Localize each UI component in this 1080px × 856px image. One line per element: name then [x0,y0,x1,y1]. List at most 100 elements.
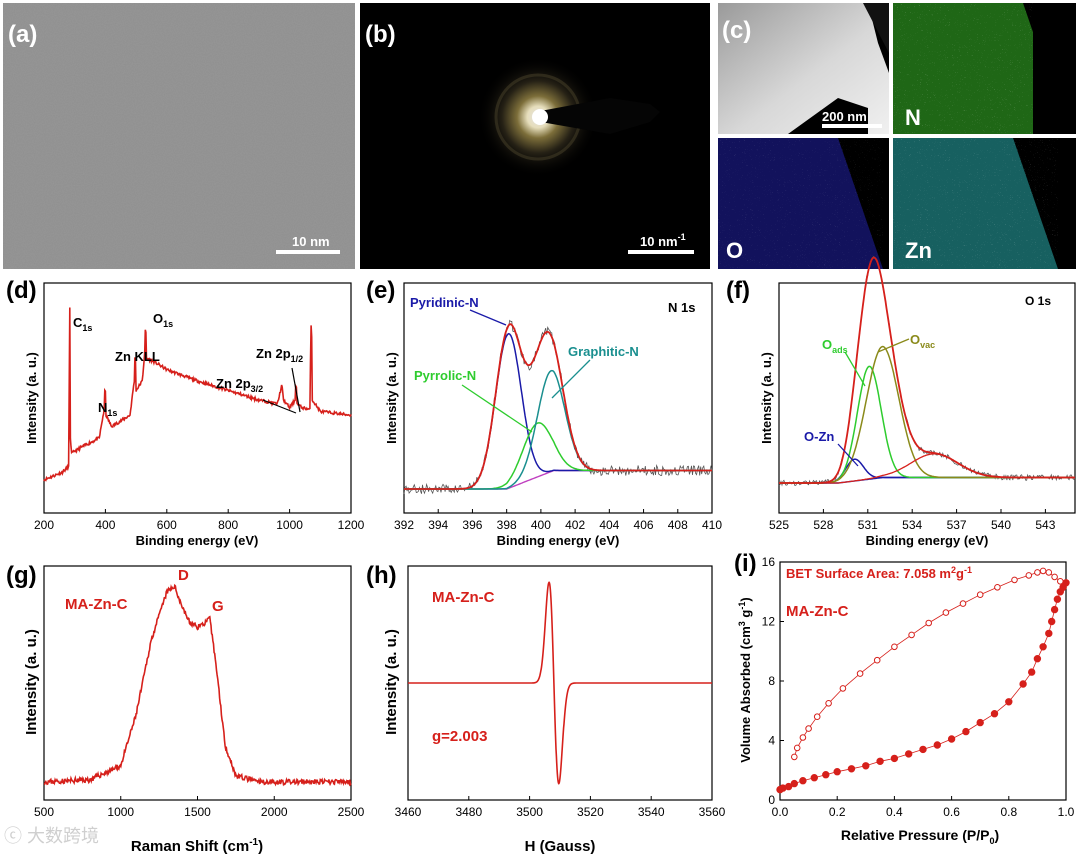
xlabel-h: H (Gauss) [525,838,596,855]
xtick-label: 3560 [699,805,726,819]
ylabel-i: Volume Absorbed (cm3 g-1) [737,597,753,762]
xticks-d: 200 400 600 800 1000 1200 [34,509,365,532]
ylabel-i-close: ) [738,597,753,601]
sample-label-g: MA-Zn-C [65,596,128,613]
isotherm-point-adsorption [1048,617,1056,626]
isotherm-point-adsorption [784,782,793,791]
isotherm-point-desorption [942,609,950,616]
component-ozn [779,458,1075,484]
raw-data-e [403,319,713,495]
ovac-main: O [910,332,920,347]
isotherm-point-adsorption [833,768,841,776]
xtick-label: 404 [599,518,619,532]
xticks-h: 3460 3480 3500 3520 3540 3560 [395,796,726,819]
haadf-image [718,3,889,134]
isotherm-point-adsorption [862,762,870,770]
g-value: g=2.003 [432,728,487,745]
xtick-label: 402 [565,518,585,532]
xtick-label: 3500 [516,805,543,819]
panel-f: (f) 525 528 531 534 537 540 543 Binding energy… [726,255,1076,548]
ylabel-i-sup1: 3 [737,621,747,626]
xlabel-g-sup: -1 [249,837,258,848]
ovac-sub: vac [920,340,935,350]
isotherm-point-desorption [891,643,898,651]
isotherm-point-desorption [873,656,881,664]
panel-c: (c) 200 nm N O Zn [718,3,1076,269]
band-g: G [212,598,224,615]
panel-label-g: (g) [6,562,37,589]
isotherm-point-adsorption [1039,643,1047,651]
bet-area: BET Surface Area: 7.058 m2g-1 [786,565,972,581]
component-oads [779,365,1075,484]
isotherm-point-adsorption [990,710,999,718]
title-f: O 1s [1025,294,1051,308]
isotherm-point-adsorption [799,777,807,785]
bet-sup2: -1 [964,565,972,575]
bet-unit: g [956,566,964,581]
ylabel-i-sup2: -1 [737,602,747,610]
zn2p32-sub: 3/2 [251,384,264,394]
isotherm-point-desorption [994,584,1001,591]
xtick-label: 408 [668,518,688,532]
map-n: N [893,3,1076,134]
map-o: O [718,138,889,269]
panel-label-c: (c) [722,17,751,44]
component-satellite [779,453,1075,484]
isotherm-point-desorption [793,744,801,752]
ytick-label: 4 [768,734,775,748]
isotherm-point-adsorption [933,741,941,749]
panel-label-i: (i) [734,550,757,577]
envelope-e [404,323,712,490]
axes-frame-f [778,282,1076,514]
isotherm-point-adsorption [790,779,798,788]
beam-stopper [535,98,660,134]
isotherm-point-adsorption [822,771,830,779]
ytick-label: 12 [762,615,776,629]
xticks-f: 525 528 531 534 537 540 543 [769,509,1056,532]
panel-label-f: (f) [726,277,750,304]
xlabel-d: Binding energy (eV) [136,533,259,548]
panel-d: (d) 200 400 600 800 1000 1200 Binding energy … [6,277,365,548]
o1s-main: O [153,311,163,326]
band-d: D [178,567,189,584]
label-ozn: O-Zn [804,429,834,444]
scale-label-b: 10 nm-1 [640,232,686,249]
c1s-sub: 1s [82,323,92,333]
scale-label-c: 200 nm [822,109,867,124]
isotherm-point-adsorption [1005,698,1013,706]
isotherm-point-desorption [1011,576,1018,584]
zn2p12-main: Zn 2p [256,346,291,361]
xtick-label: 410 [702,518,722,532]
arrow-zn2p32 [262,399,297,414]
axes-frame-e [403,282,713,514]
isotherm-point-adsorption [1050,605,1059,614]
scale-label-a: 10 nm [292,234,330,249]
label-pyridinic: Pyridinic-N [410,295,479,310]
panel-h: (h) 3460 3480 3500 3520 3540 3560 H (Gauss) I… [366,562,726,855]
xtick-label: 0.4 [886,805,903,819]
scale-b-sup: -1 [678,232,686,242]
envelope-f [779,256,1075,484]
axes-frame-d [43,282,352,514]
map-label-zn: Zn [905,238,932,263]
xtick-label: 0.6 [943,805,960,819]
xtick-label: 1000 [276,518,303,532]
xtick-label: 2000 [261,805,288,819]
xticks-g: 500 1000 1500 2000 2500 [34,796,365,819]
xticks-e: 392 394 396 398 400 402 404 406 408 410 [394,509,722,532]
isotherm-point-adsorption [1062,579,1070,587]
isotherm-point-desorption [856,670,864,677]
xtick-label: 531 [858,518,878,532]
isotherm-point-desorption [791,753,798,761]
isotherm-point-desorption [825,700,832,707]
watermark: ⓒ 大数跨境 [4,826,100,846]
isotherm-point-adsorption [1019,680,1027,688]
xlabel-i: Relative Pressure (P/P0) [841,827,999,846]
ylabel-g: Intensity (a. u.) [23,629,40,735]
peak-c1s: C1s [73,315,92,333]
arrow-graphitic [551,359,591,399]
o1s-sub: 1s [163,319,173,329]
xtick-label: 406 [634,518,654,532]
series-line-d [43,307,352,482]
